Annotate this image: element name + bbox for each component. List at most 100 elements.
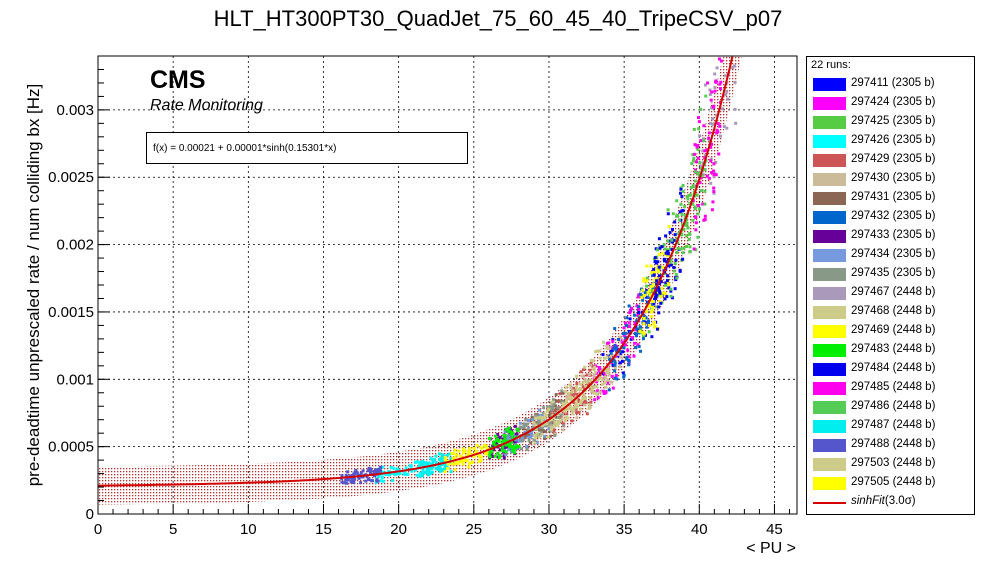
data-point [429, 456, 433, 460]
x-tick-label: 15 [315, 521, 332, 538]
data-point [578, 382, 582, 386]
data-point [683, 213, 687, 217]
data-point [725, 126, 729, 130]
data-point [703, 214, 707, 218]
data-point [429, 472, 433, 476]
data-point [467, 461, 471, 465]
data-point [352, 472, 356, 476]
data-point [567, 392, 571, 396]
data-point [548, 405, 552, 409]
data-point [665, 279, 669, 283]
data-point [477, 460, 481, 464]
data-point [622, 373, 626, 377]
data-point [379, 465, 383, 469]
data-point [514, 432, 518, 436]
data-point [679, 191, 683, 195]
data-point [658, 287, 662, 291]
series-297485 [691, 57, 723, 251]
data-point [641, 314, 645, 318]
data-point [688, 245, 692, 249]
legend-item-fit: sinhFit(3.0σ) [813, 494, 973, 511]
data-point [664, 234, 668, 238]
data-point [640, 310, 644, 314]
data-point [654, 282, 658, 286]
data-point [742, 15, 745, 18]
series-297468 [562, 340, 610, 413]
data-point [579, 370, 583, 374]
data-point [658, 246, 662, 250]
data-point [672, 238, 676, 242]
data-point [657, 237, 661, 241]
data-point [642, 279, 646, 283]
data-point [667, 283, 671, 287]
fit-curve [98, 56, 734, 487]
data-point [653, 325, 657, 329]
data-point [646, 291, 650, 295]
data-point [506, 437, 510, 441]
data-point [453, 456, 457, 460]
data-point [618, 365, 622, 369]
data-point [694, 160, 698, 164]
data-point [726, 97, 730, 101]
legend-fit-line [813, 502, 846, 504]
data-point [633, 341, 637, 345]
data-point [496, 432, 500, 436]
data-point [573, 388, 577, 392]
data-point [445, 464, 449, 468]
data-point [563, 390, 567, 394]
data-point [550, 400, 554, 404]
data-point [650, 287, 654, 291]
data-point [713, 85, 717, 89]
data-point [434, 454, 438, 458]
legend-swatch [813, 344, 846, 357]
data-point [567, 407, 571, 411]
data-point [566, 394, 570, 398]
data-point [507, 448, 511, 452]
data-point [537, 419, 541, 423]
data-point [504, 453, 508, 457]
data-point [645, 288, 649, 292]
data-point [607, 373, 611, 377]
data-point [688, 233, 692, 237]
data-point [584, 396, 588, 400]
data-point [685, 222, 689, 226]
data-point [672, 269, 676, 273]
data-point [381, 470, 385, 474]
data-point [458, 460, 462, 464]
data-point [621, 350, 625, 354]
data-point [679, 202, 683, 206]
data-point [448, 452, 452, 456]
data-point [664, 281, 668, 285]
data-point [713, 89, 717, 93]
data-point [655, 305, 659, 309]
legend-swatch [813, 401, 846, 414]
data-point [377, 474, 381, 478]
data-point [506, 430, 510, 434]
data-point [574, 398, 578, 402]
data-point [581, 381, 585, 385]
data-point [537, 433, 541, 437]
data-point [571, 408, 575, 412]
data-point [431, 465, 435, 469]
x-tick-label: 40 [691, 521, 708, 538]
data-point [443, 470, 447, 474]
legend-item: 297434 (2305 b) [813, 247, 973, 264]
rate-monitoring-label: Rate Monitoring [150, 97, 263, 114]
data-point [632, 354, 636, 358]
data-point [697, 173, 701, 177]
data-point [443, 467, 447, 471]
data-point [581, 397, 585, 401]
data-point [503, 437, 507, 441]
data-point [694, 228, 698, 232]
data-point [657, 311, 661, 315]
y-axis-label: pre-deadtime unprescaled rate / num coll… [24, 83, 43, 487]
data-point [592, 373, 596, 377]
data-point [714, 80, 718, 84]
data-point [344, 478, 348, 482]
data-point [621, 332, 625, 336]
data-point [679, 187, 683, 191]
data-point [581, 385, 585, 389]
legend: 22 runs: 297411 (2305 b) 297424 (2305 b) 2… [806, 56, 975, 515]
data-point [484, 451, 488, 455]
data-point [461, 462, 465, 466]
